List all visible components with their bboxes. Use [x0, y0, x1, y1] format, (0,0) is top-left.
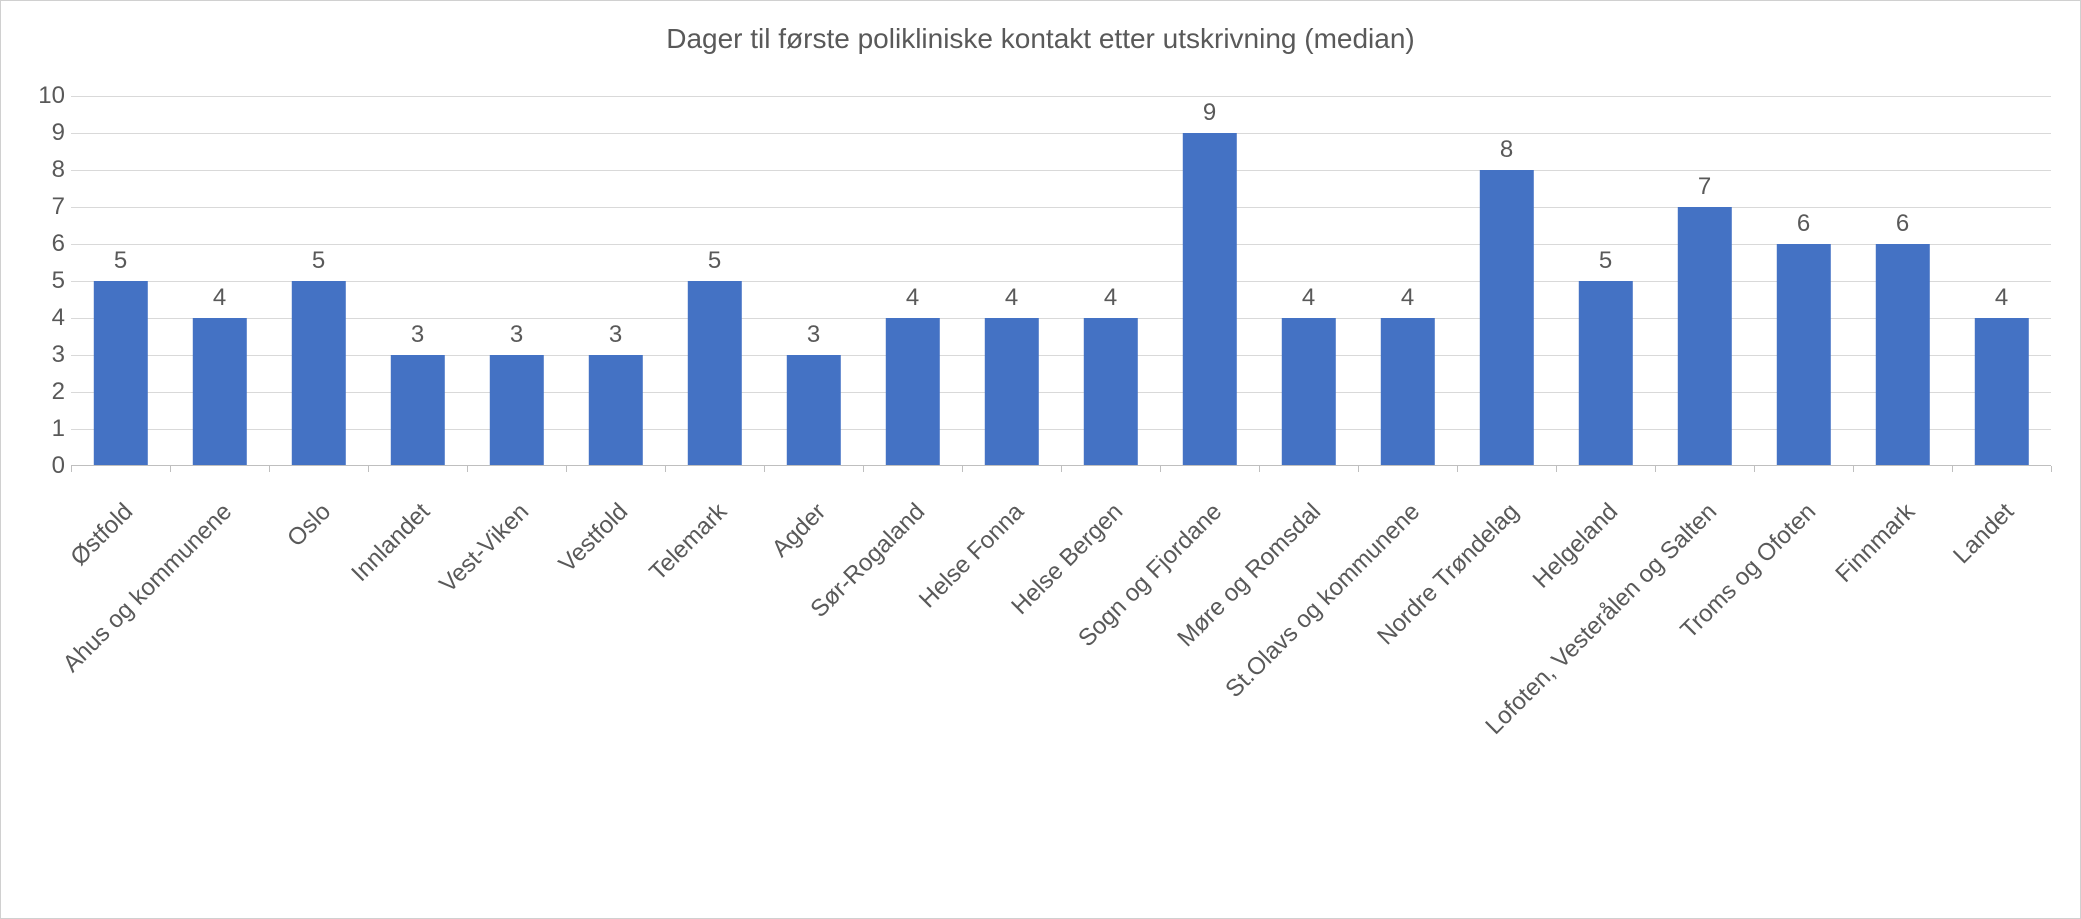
bar-slot: 5: [71, 96, 170, 466]
x-tick: [1061, 466, 1062, 472]
y-tick-label: 3: [31, 341, 65, 369]
bar-value-label: 4: [906, 284, 919, 312]
bars-area: 54533353444944857664: [71, 96, 2051, 466]
x-tick: [269, 466, 270, 472]
bar-slot: 4: [170, 96, 269, 466]
x-axis-labels: ØstfoldAhus og kommuneneOsloInnlandetVes…: [71, 476, 2051, 896]
bar: 5: [687, 281, 741, 466]
bar: 4: [192, 318, 246, 466]
chart-title: Dager til første polikliniske kontakt et…: [1, 23, 2080, 55]
x-tick: [962, 466, 963, 472]
bar: 4: [1380, 318, 1434, 466]
bar: 4: [885, 318, 939, 466]
y-tick-label: 0: [31, 452, 65, 480]
x-tick: [1952, 466, 1953, 472]
y-tick-label: 1: [31, 415, 65, 443]
bar-value-label: 3: [807, 321, 820, 349]
x-tick: [368, 466, 369, 472]
bar-value-label: 4: [1995, 284, 2008, 312]
bar-slot: 4: [1259, 96, 1358, 466]
x-tick: [1556, 466, 1557, 472]
bar-value-label: 6: [1797, 210, 1810, 238]
bar-slot: 8: [1457, 96, 1556, 466]
x-tick: [566, 466, 567, 472]
bar: 5: [93, 281, 147, 466]
bar: 4: [984, 318, 1038, 466]
bar: 3: [588, 355, 642, 466]
x-tick: [1259, 466, 1260, 472]
x-tick: [1754, 466, 1755, 472]
bar-slot: 4: [1952, 96, 2051, 466]
bar: 4: [1974, 318, 2028, 466]
bar-value-label: 4: [1302, 284, 1315, 312]
bar-slot: 5: [269, 96, 368, 466]
bar-slot: 9: [1160, 96, 1259, 466]
bar-value-label: 6: [1896, 210, 1909, 238]
plot-area: 54533353444944857664: [71, 96, 2051, 466]
bar: 7: [1677, 207, 1731, 466]
bar-value-label: 8: [1500, 136, 1513, 164]
x-tick: [1358, 466, 1359, 472]
bar-value-label: 3: [510, 321, 523, 349]
bar-slot: 3: [764, 96, 863, 466]
bar: 4: [1281, 318, 1335, 466]
bar-slot: 6: [1754, 96, 1853, 466]
bar-slot: 3: [566, 96, 665, 466]
bar-value-label: 4: [1401, 284, 1414, 312]
bar: 8: [1479, 170, 1533, 466]
bar-value-label: 4: [213, 284, 226, 312]
bar-value-label: 4: [1005, 284, 1018, 312]
bar: 5: [1578, 281, 1632, 466]
bar: 6: [1776, 244, 1830, 466]
y-tick-label: 9: [31, 119, 65, 147]
x-tick: [2051, 466, 2052, 472]
bar-slot: 4: [1358, 96, 1457, 466]
bar: 4: [1083, 318, 1137, 466]
x-tick: [1160, 466, 1161, 472]
bar: 6: [1875, 244, 1929, 466]
bar-slot: 6: [1853, 96, 1952, 466]
bar-value-label: 3: [411, 321, 424, 349]
bar: 9: [1182, 133, 1236, 466]
bar-slot: 4: [1061, 96, 1160, 466]
y-tick-label: 7: [31, 193, 65, 221]
y-tick-label: 10: [31, 82, 65, 110]
bar-slot: 3: [467, 96, 566, 466]
y-tick-label: 4: [31, 304, 65, 332]
x-tick: [467, 466, 468, 472]
x-tick: [1457, 466, 1458, 472]
y-tick-label: 2: [31, 378, 65, 406]
x-tick: [1655, 466, 1656, 472]
bar-slot: 5: [665, 96, 764, 466]
bar: 3: [390, 355, 444, 466]
x-tick: [863, 466, 864, 472]
bar-slot: 3: [368, 96, 467, 466]
bar-value-label: 7: [1698, 173, 1711, 201]
bar-value-label: 4: [1104, 284, 1117, 312]
bar-slot: 4: [863, 96, 962, 466]
y-axis-labels: 012345678910: [31, 96, 65, 466]
bar-value-label: 5: [1599, 247, 1612, 275]
x-tick: [665, 466, 666, 472]
x-tick: [71, 466, 72, 472]
bar-slot: 4: [962, 96, 1061, 466]
x-tick: [170, 466, 171, 472]
x-tick: [1853, 466, 1854, 472]
x-tick: [764, 466, 765, 472]
y-tick-label: 6: [31, 230, 65, 258]
bar-value-label: 5: [312, 247, 325, 275]
bar: 3: [786, 355, 840, 466]
bar-slot: 5: [1556, 96, 1655, 466]
y-tick-label: 8: [31, 156, 65, 184]
bar-value-label: 5: [114, 247, 127, 275]
bar: 3: [489, 355, 543, 466]
bar-value-label: 5: [708, 247, 721, 275]
bar: 5: [291, 281, 345, 466]
bar-slot: 7: [1655, 96, 1754, 466]
bar-value-label: 3: [609, 321, 622, 349]
y-tick-label: 5: [31, 267, 65, 295]
bar-value-label: 9: [1203, 99, 1216, 127]
chart-container: Dager til første polikliniske kontakt et…: [0, 0, 2081, 919]
